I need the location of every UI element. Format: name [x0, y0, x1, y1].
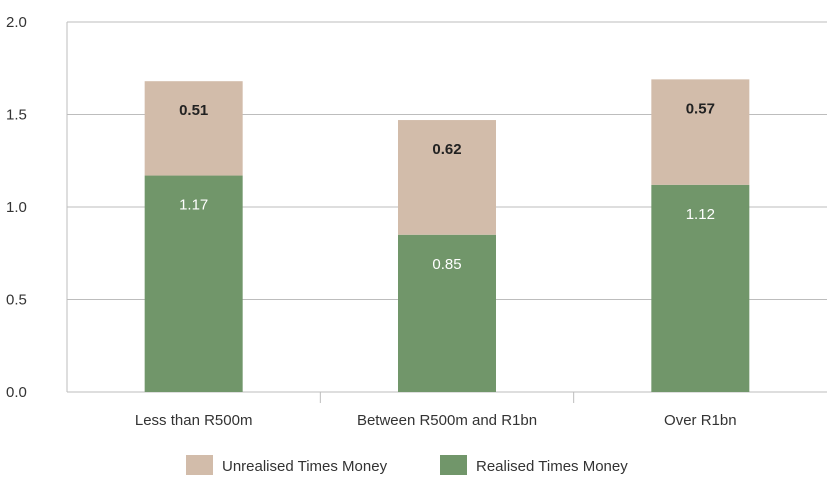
legend-label: Realised Times Money: [476, 458, 628, 475]
bar-unrealised: [398, 120, 496, 235]
bar-realised: [651, 184, 750, 392]
data-label: 0.57: [686, 100, 715, 117]
data-label: 1.17: [179, 197, 208, 214]
bar-unrealised: [144, 81, 243, 176]
x-axis: Less than R500m Between R500m and R1bn Ove…: [135, 392, 737, 429]
bar-realised: [144, 175, 243, 392]
legend-swatch: [186, 455, 213, 475]
y-tick-label: 0.0: [6, 384, 27, 401]
legend: Unrealised Times Money Realised Times Mon…: [186, 455, 628, 475]
x-category-label: Between R500m and R1bn: [357, 412, 537, 429]
x-category-label: Over R1bn: [664, 412, 737, 429]
bar-realised: [398, 234, 496, 392]
y-tick-label: 0.5: [6, 292, 27, 309]
y-tick-label: 1.0: [6, 199, 27, 216]
data-label: 1.12: [686, 206, 715, 223]
data-labels: 1.17 0.51 0.85 0.62 1.12 0.57: [179, 100, 715, 272]
x-category-label: Less than R500m: [135, 412, 253, 429]
legend-label: Unrealised Times Money: [222, 458, 388, 475]
bars: [144, 79, 750, 392]
legend-swatch: [440, 455, 467, 475]
y-tick-label: 2.0: [6, 14, 27, 31]
data-label: 0.85: [432, 256, 461, 273]
data-label: 0.62: [432, 141, 461, 158]
data-label: 0.51: [179, 102, 208, 119]
y-tick-label: 1.5: [6, 107, 27, 124]
y-axis-ticks: 0.0 0.5 1.0 1.5 2.0: [6, 14, 27, 401]
bar-unrealised: [651, 79, 750, 185]
